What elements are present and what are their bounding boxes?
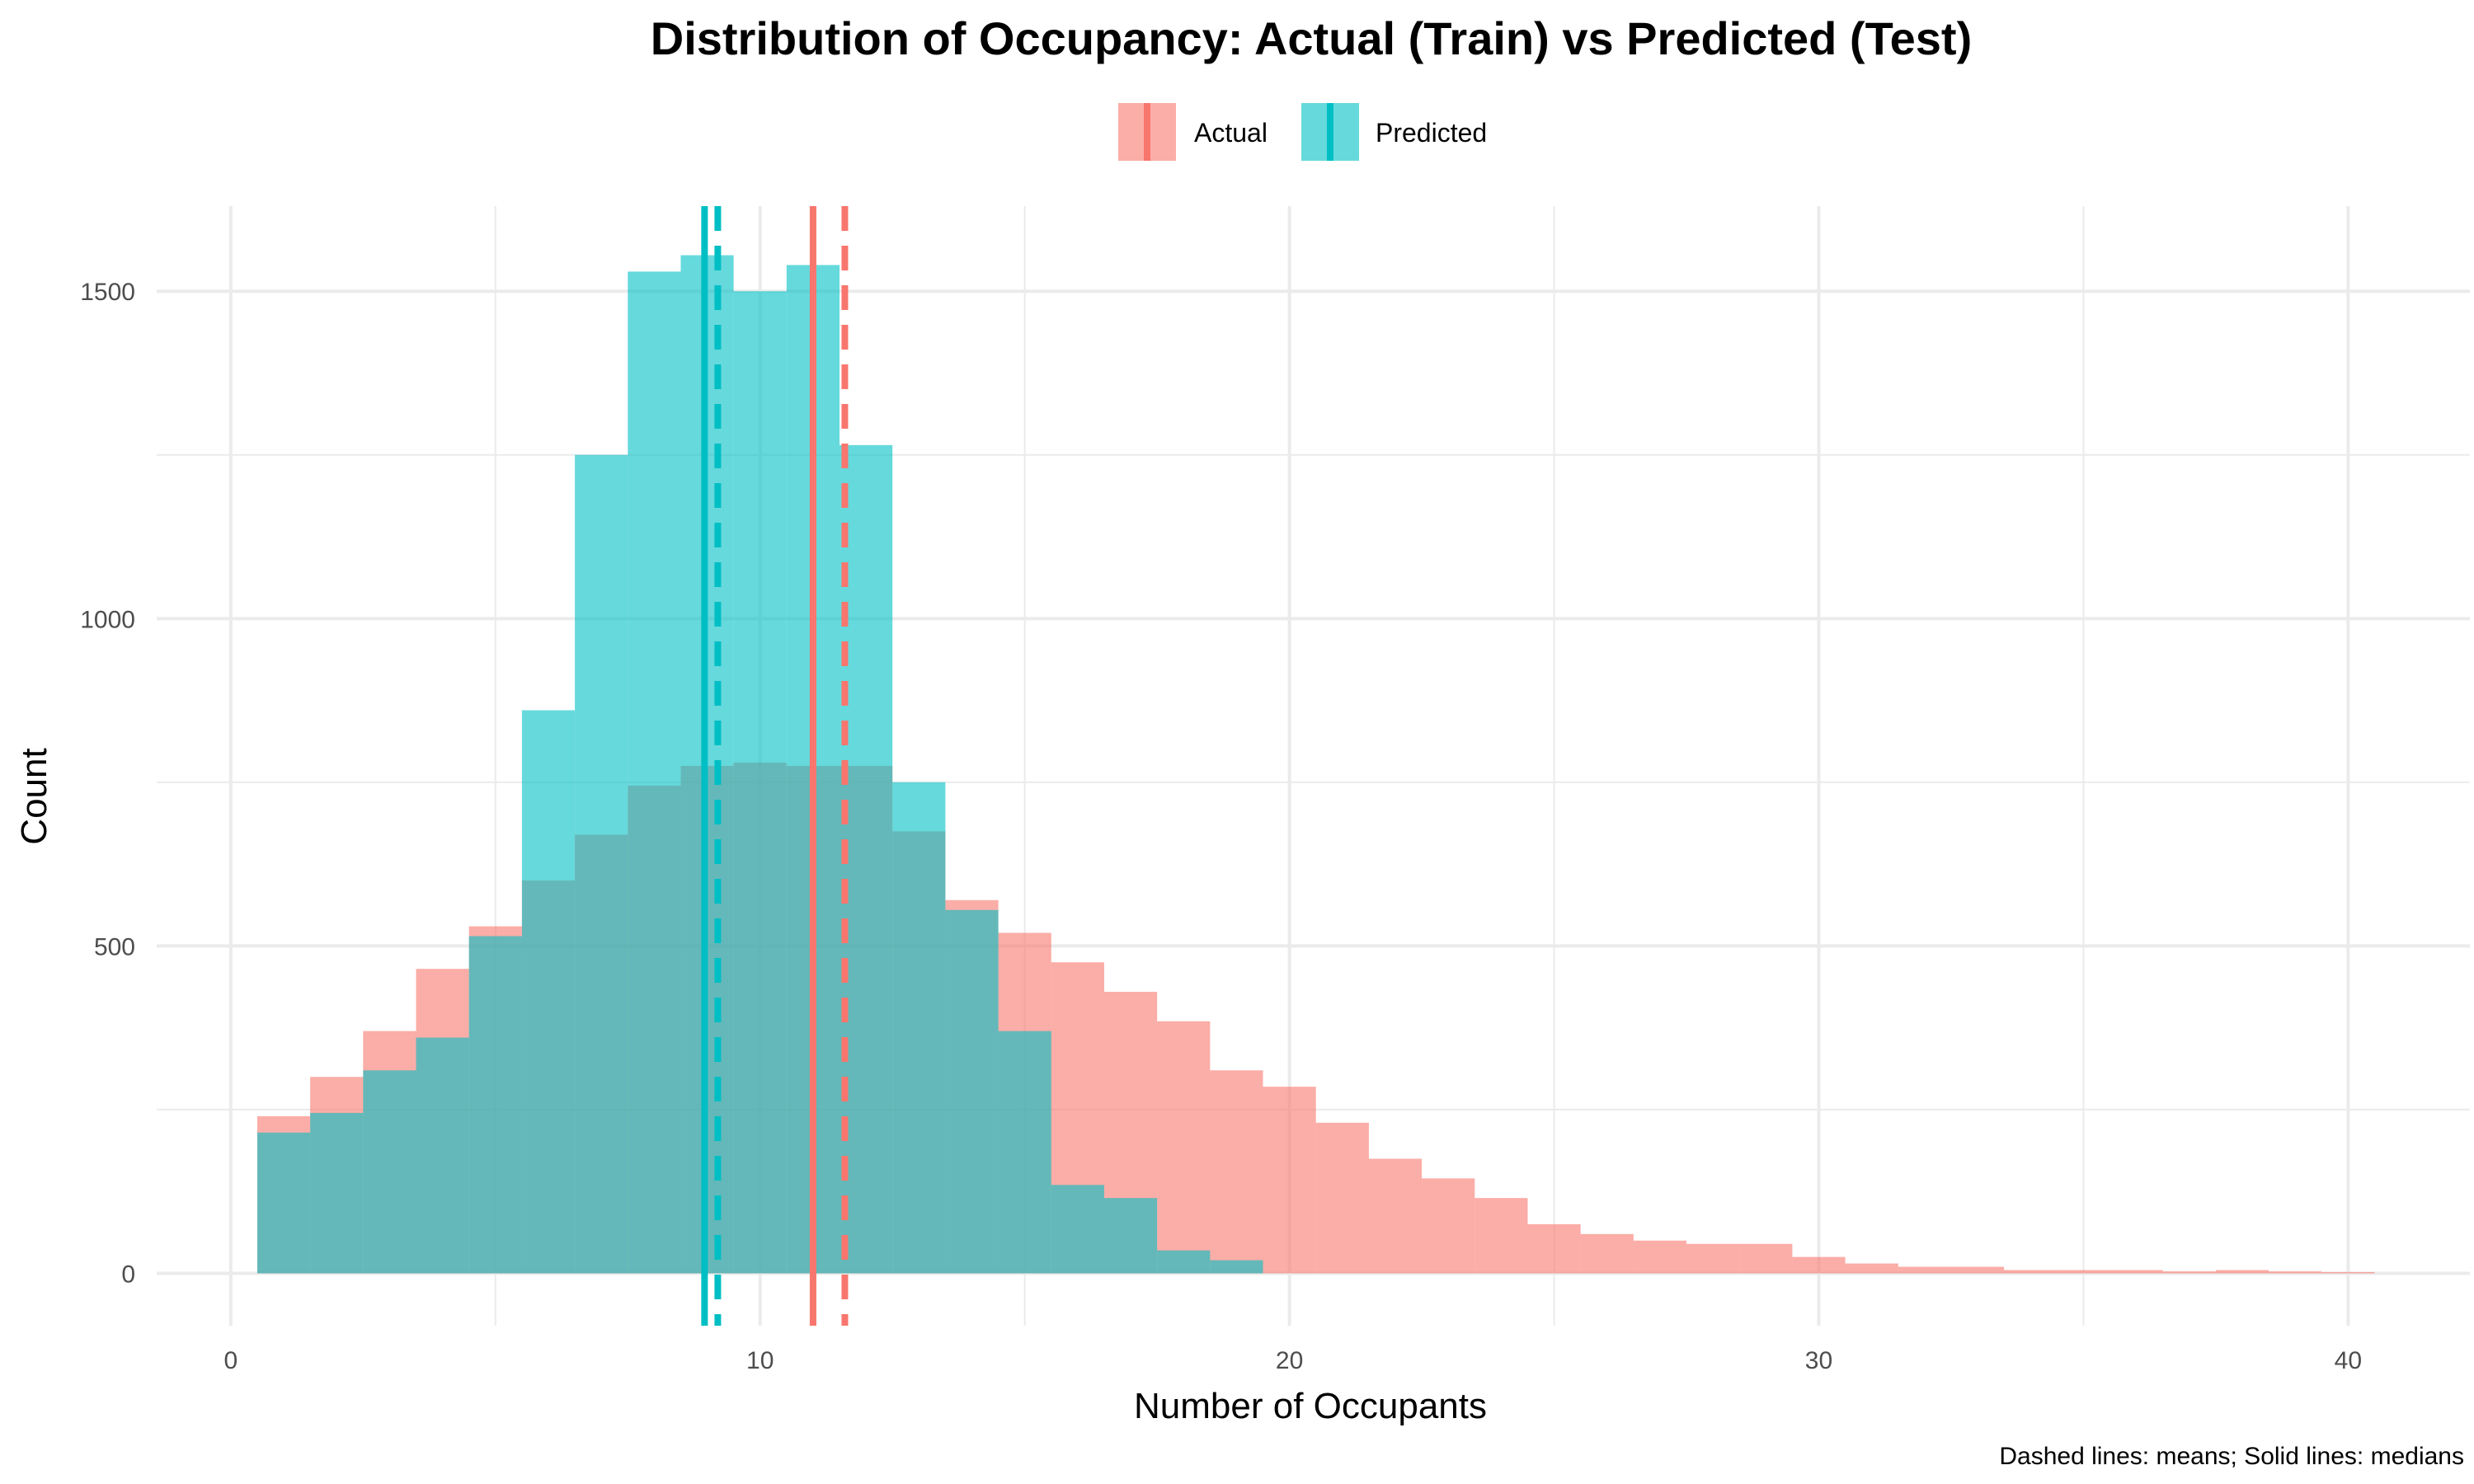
actual-bar (1475, 1198, 1528, 1274)
actual-bar (1422, 1178, 1475, 1274)
y-tick-label: 500 (94, 933, 135, 960)
actual-bar (1739, 1243, 1793, 1274)
predicted-bar (575, 454, 628, 1274)
legend-label-actual: Actual (1194, 118, 1268, 148)
actual-bar (2215, 1270, 2269, 1274)
actual-bar (1686, 1243, 1740, 1274)
chart-title: Distribution of Occupancy: Actual (Train… (651, 12, 1972, 64)
predicted-bar (1210, 1260, 1263, 1274)
x-tick-label: 0 (224, 1347, 238, 1374)
actual-bar (1263, 1087, 1316, 1274)
actual-bar (2109, 1270, 2163, 1274)
actual-bar (1315, 1122, 1369, 1274)
actual-bar (1633, 1240, 1687, 1274)
predicted-bar (310, 1112, 364, 1274)
predicted-bar (1157, 1250, 1211, 1274)
predicted-bar (628, 271, 681, 1274)
predicted-bar (416, 1037, 469, 1274)
actual-bar (1580, 1233, 1634, 1274)
legend: Actual Predicted (1118, 103, 1487, 161)
x-tick-label: 10 (746, 1347, 774, 1374)
chart-caption: Dashed lines: means; Solid lines: median… (1999, 1443, 2464, 1470)
actual-bar (2057, 1270, 2110, 1274)
y-tick-label: 1500 (80, 279, 135, 306)
x-axis-ticks: 0 10 20 30 40 (224, 1347, 2363, 1374)
actual-bar (1210, 1070, 1263, 1274)
x-tick-label: 30 (1805, 1347, 1832, 1374)
predicted-bar (945, 909, 999, 1274)
actual-bar (1950, 1266, 2005, 1274)
predicted-bar (363, 1070, 416, 1274)
predicted-bar (840, 444, 893, 1274)
legend-item-predicted: Predicted (1301, 103, 1487, 161)
actual-bar (1527, 1223, 1581, 1274)
actual-bar (2269, 1271, 2322, 1274)
predicted-bar (256, 1132, 311, 1274)
actual-bar (1898, 1266, 1951, 1274)
actual-bar (2321, 1271, 2375, 1274)
actual-bar (1157, 1021, 1211, 1274)
predicted-bar (521, 710, 576, 1274)
x-tick-label: 40 (2335, 1347, 2362, 1374)
predicted-bar (998, 1031, 1051, 1274)
y-axis-ticks: 0 500 1000 1500 (80, 279, 135, 1288)
x-axis-title: Number of Occupants (1134, 1386, 1487, 1426)
actual-bar (2004, 1270, 2058, 1274)
predicted-bar (1103, 1198, 1158, 1274)
y-tick-label: 1000 (80, 606, 135, 633)
predicted-bar (733, 291, 787, 1274)
predicted-bar (1051, 1185, 1104, 1274)
actual-bar (1845, 1263, 1898, 1274)
x-tick-label: 20 (1276, 1347, 1303, 1374)
legend-label-predicted: Predicted (1376, 118, 1487, 148)
legend-item-actual: Actual (1118, 103, 1268, 161)
predicted-bar (892, 782, 946, 1274)
reference-lines (701, 206, 849, 1326)
actual-bar (1792, 1256, 1846, 1274)
actual-bar (1368, 1158, 1423, 1274)
y-axis-title: Count (14, 748, 54, 844)
y-tick-label: 0 (121, 1261, 135, 1288)
actual-bar (2162, 1271, 2216, 1274)
predicted-bar (468, 936, 522, 1274)
